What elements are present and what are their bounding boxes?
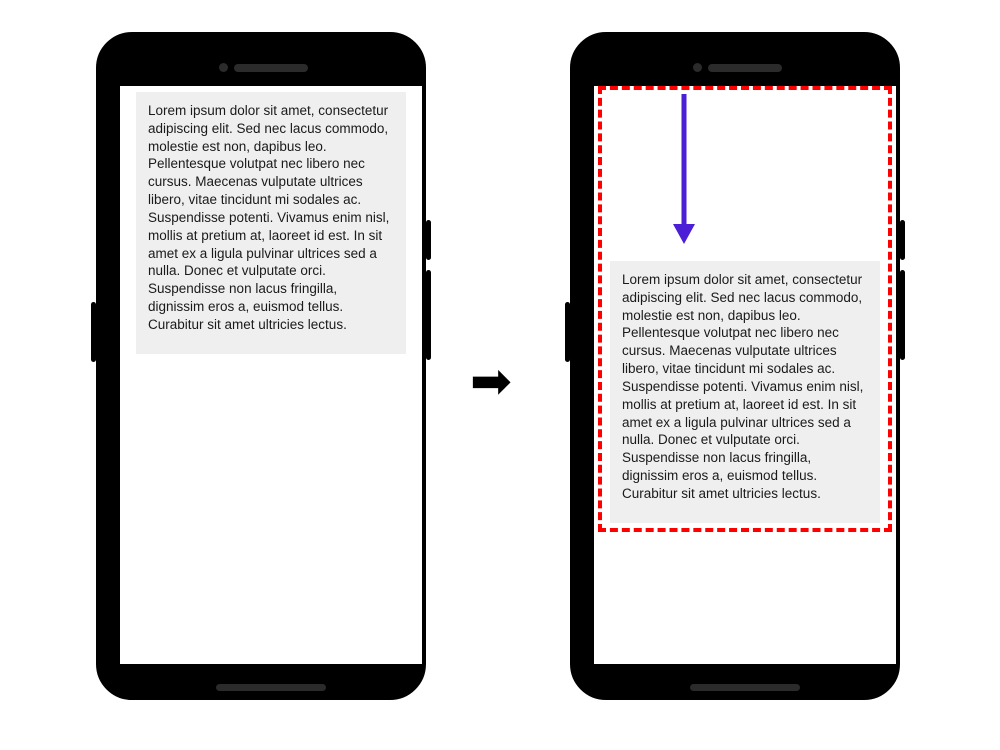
phone-mockup-right: Lorem ipsum dolor sit amet, consectetur … <box>570 32 900 700</box>
scroll-down-arrow-icon <box>673 94 695 244</box>
phone-screen-left: Lorem ipsum dolor sit amet, consectetur … <box>120 86 422 664</box>
phone-speaker-bottom <box>690 684 800 691</box>
content-text-card: Lorem ipsum dolor sit amet, consectetur … <box>136 92 406 354</box>
lorem-paragraph: Lorem ipsum dolor sit amet, consectetur … <box>622 271 868 503</box>
phone-speaker-bottom <box>216 684 326 691</box>
phone-side-button <box>565 302 570 362</box>
right-arrow-glyph: ➡ <box>470 353 512 409</box>
phone-side-button <box>91 302 96 362</box>
phone-side-button <box>900 270 905 360</box>
transition-arrow-icon: ➡ <box>470 352 512 410</box>
content-text-card: Lorem ipsum dolor sit amet, consectetur … <box>610 261 880 523</box>
arrow-shaft <box>682 94 687 224</box>
phone-sensor-dot <box>219 63 228 72</box>
phone-speaker-top <box>708 64 782 72</box>
phone-side-button <box>900 220 905 260</box>
arrow-head <box>673 224 695 244</box>
phone-speaker-top <box>234 64 308 72</box>
diagram-stage: Lorem ipsum dolor sit amet, consectetur … <box>0 0 1000 750</box>
phone-side-button <box>426 270 431 360</box>
phone-side-button <box>426 220 431 260</box>
phone-sensor-dot <box>693 63 702 72</box>
phone-mockup-left: Lorem ipsum dolor sit amet, consectetur … <box>96 32 426 700</box>
lorem-paragraph: Lorem ipsum dolor sit amet, consectetur … <box>148 102 394 334</box>
phone-screen-right: Lorem ipsum dolor sit amet, consectetur … <box>594 86 896 664</box>
